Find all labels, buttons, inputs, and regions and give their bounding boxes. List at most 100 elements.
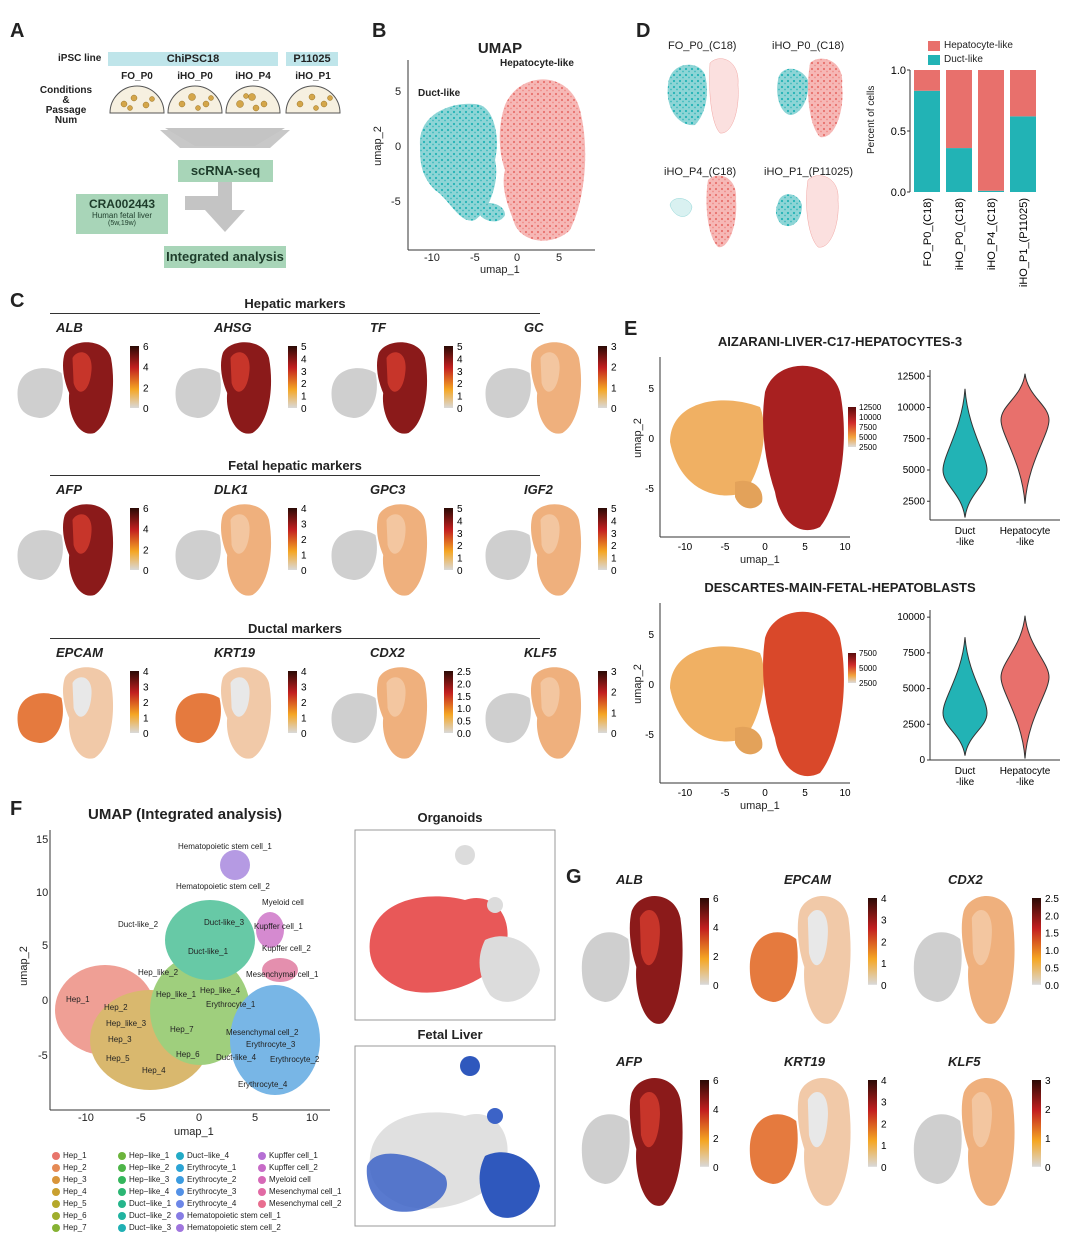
scale-tick-label: 5 <box>611 504 617 515</box>
bar-duct <box>914 90 940 192</box>
feature-plot-g: 3 2 1 0 <box>913 1076 1051 1206</box>
scale-tick-label: 5000 <box>859 664 877 673</box>
xtick: 10 <box>839 788 851 799</box>
e-title-2: DESCARTES-MAIN-FETAL-HEPATOBLASTS <box>704 580 976 595</box>
duct-region <box>331 693 377 743</box>
cluster-label: Hep_like_3 <box>106 1019 147 1028</box>
violin-shape <box>942 637 988 756</box>
xtick: 0 <box>196 1112 203 1124</box>
cluster-label: Erythrocyte_3 <box>246 1040 296 1049</box>
scale-tick-label: 1 <box>301 714 307 725</box>
ipsc-line-label: iPSC line <box>58 53 102 64</box>
scale-tick-label: 6 <box>143 504 149 515</box>
gene-label: EPCAM <box>784 872 831 887</box>
legend-item: Hep_3 <box>52 1175 87 1184</box>
legend-item: Hep_4 <box>52 1187 87 1196</box>
legend-item: Kupffer cell_1 <box>258 1151 318 1160</box>
scale-tick-label: 1.5 <box>457 692 471 703</box>
inner-region <box>386 677 406 717</box>
xtick: -5 <box>721 542 730 553</box>
panel-a-diagram <box>109 85 341 232</box>
e-title-1: AIZARANI-LIVER-C17-HEPATOCYTES-3 <box>717 334 963 349</box>
bar-ytick: 1.0 <box>891 65 906 77</box>
legend-label: Hematopoietic stem cell_2 <box>187 1223 281 1232</box>
feature-plot: 54 32 10 <box>175 342 307 434</box>
duct-region <box>749 932 798 1002</box>
scale-tick-label: 3 <box>1045 1076 1051 1087</box>
violin-plot-2: 100007500500025000Duct-likeHepatocyte-li… <box>897 610 1060 788</box>
scale-tick-label: 0 <box>881 981 887 992</box>
legend-label: Hep_5 <box>63 1199 87 1208</box>
scale-tick-label: 2500 <box>859 679 877 688</box>
legend-dot <box>176 1163 184 1172</box>
scale-tick-label: 1 <box>611 554 617 565</box>
panel-label-b: B <box>372 20 387 42</box>
gene-label: KRT19 <box>214 645 255 660</box>
legend-item: Hep−like_4 <box>118 1187 169 1196</box>
inner-region <box>807 909 828 966</box>
duct-region <box>17 530 63 580</box>
xtick: 0 <box>762 788 768 799</box>
scale-tick-label: 3 <box>143 683 149 694</box>
scale-tick-label: 0 <box>611 566 617 577</box>
scale-tick-label: 3 <box>457 529 463 540</box>
inner-region <box>230 352 250 392</box>
scale-tick-label: 0 <box>457 566 463 577</box>
panel-label-f: F <box>10 798 23 820</box>
violin-shape <box>942 388 988 518</box>
feature-plot: 54 32 10 <box>331 504 463 596</box>
scale-tick-label: 2 <box>301 535 307 546</box>
legend-dot <box>176 1187 184 1196</box>
bar-hep <box>978 70 1004 191</box>
scale-tick-label: 0 <box>457 404 463 415</box>
scale-tick-label: 0 <box>301 566 307 577</box>
gene-label: ALB <box>616 872 643 887</box>
xtick: 0 <box>762 542 768 553</box>
color-scale-bar <box>848 653 856 683</box>
scale-tick-label: 2 <box>881 1119 887 1130</box>
legend-item: Kupffer cell_2 <box>258 1163 318 1172</box>
inner-region <box>540 352 560 392</box>
legend-dot <box>176 1211 184 1220</box>
scale-tick-label: 4 <box>143 363 149 374</box>
scale-tick-label: 2 <box>713 952 719 963</box>
violin-category-label: Duct <box>955 766 976 777</box>
cluster-label: Duct-like_3 <box>204 918 245 927</box>
violin-ytick: 2500 <box>903 496 926 507</box>
bar-duct <box>978 190 1004 192</box>
gene-label: AFP <box>56 482 82 497</box>
gene-label: GPC3 <box>370 482 406 497</box>
legend-dot <box>258 1163 266 1172</box>
d-y-axis-label: Percent of cells <box>866 85 877 154</box>
panel-b-umap <box>407 60 595 251</box>
violin-ytick: 2500 <box>903 719 926 730</box>
xtick: 5 <box>252 1112 259 1124</box>
gene-label: EPCAM <box>56 645 103 660</box>
legend-dot <box>52 1199 60 1208</box>
violin-shape <box>1000 615 1050 759</box>
gene-label: CDX2 <box>370 645 405 660</box>
gene-label: AHSG <box>214 320 252 335</box>
ytick: 0 <box>395 141 402 153</box>
inner-region <box>230 677 250 717</box>
scale-tick-label: 1 <box>611 708 617 719</box>
inner-region <box>540 677 560 717</box>
xtick: 5 <box>802 788 808 799</box>
divider <box>50 638 540 639</box>
scale-tick-label: 0 <box>301 404 307 415</box>
legend-item: Hep_6 <box>52 1211 87 1220</box>
legend-dot <box>52 1187 60 1196</box>
legend-dot <box>258 1151 266 1160</box>
cluster-label: Hep_4 <box>142 1066 166 1075</box>
scale-tick-label: 5 <box>457 342 463 353</box>
legend-dot <box>52 1175 60 1184</box>
scale-tick-label: 4 <box>457 516 463 527</box>
feature-plot: 54 32 10 <box>331 342 463 434</box>
scale-tick-label: 2 <box>611 688 617 699</box>
bar-hep <box>914 70 940 91</box>
scale-tick-label: 2 <box>143 545 149 556</box>
violin-ytick: 7500 <box>903 648 926 659</box>
bridge-region <box>735 480 763 509</box>
divider <box>50 475 540 476</box>
duct-region <box>581 1114 630 1184</box>
